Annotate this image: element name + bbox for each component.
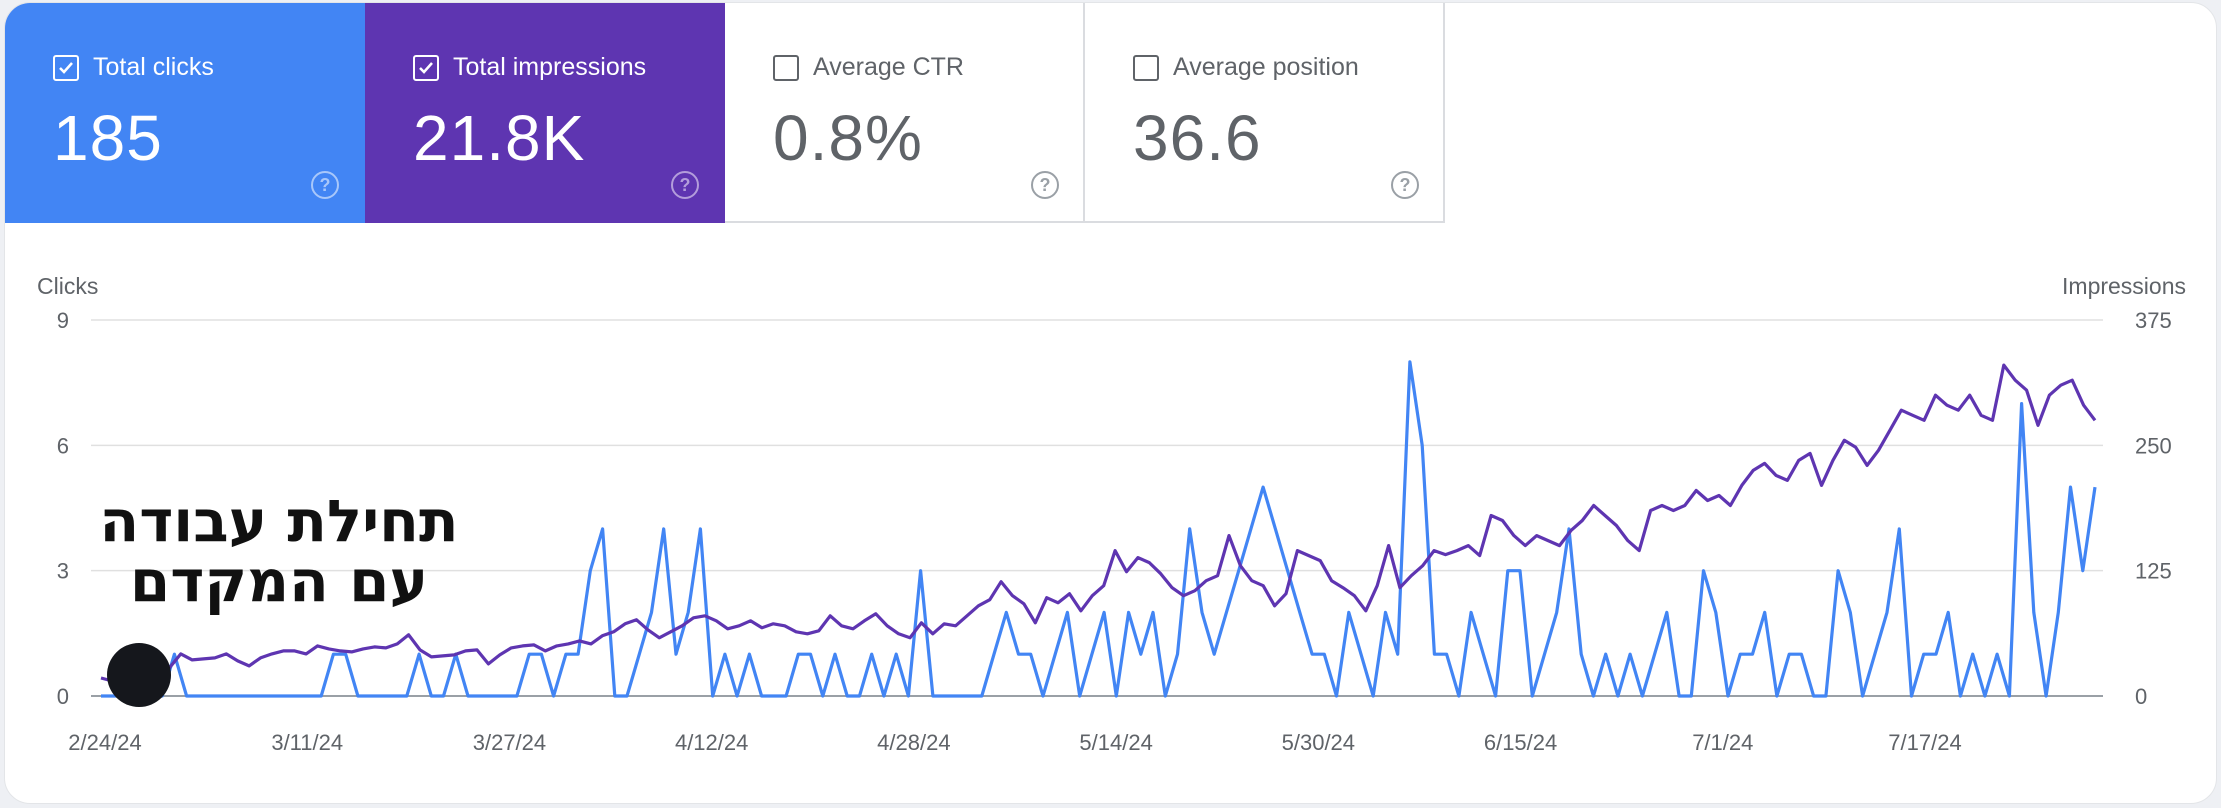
y-tick-label-right: 250	[2135, 433, 2172, 458]
tile-label: Total impressions	[453, 53, 647, 81]
left-axis-title: Clicks	[37, 273, 99, 299]
y-tick-label-left: 3	[57, 559, 69, 584]
y-tick-label-right: 0	[2135, 684, 2147, 709]
series-line-clicks	[101, 360, 2097, 698]
help-icon[interactable]: ?	[1031, 171, 1059, 199]
checkbox-checked-icon[interactable]	[413, 54, 439, 81]
help-icon[interactable]: ?	[311, 171, 339, 199]
tile-label: Average position	[1173, 53, 1359, 81]
tile-value: 0.8%	[773, 102, 923, 174]
tile-total-impressions[interactable]: Total impressions 21.8K ?	[365, 3, 725, 223]
tile-average-position[interactable]: Average position 36.6 ?	[1085, 3, 1445, 223]
x-tick-label: 5/14/24	[1079, 730, 1152, 755]
x-tick-label: 5/30/24	[1282, 730, 1355, 755]
checkbox-unchecked-icon[interactable]	[773, 54, 799, 81]
x-tick-label: 4/28/24	[877, 730, 950, 755]
tile-label: Average CTR	[813, 53, 964, 81]
x-tick-label: 6/15/24	[1484, 730, 1557, 755]
y-tick-label-left: 6	[57, 433, 69, 458]
start-marker-dot	[107, 643, 171, 707]
checkbox-unchecked-icon[interactable]	[1133, 54, 1159, 81]
x-tick-label: 7/17/24	[1888, 730, 1961, 755]
metric-tiles: Total clicks 185 ? Total impressions 21.…	[5, 3, 1445, 223]
y-tick-label-right: 375	[2135, 308, 2172, 333]
performance-chart: 9 375 6 250 3 125 0 0 2/24/24 3/11/24 3/27/24 4/12/…	[57, 308, 2172, 755]
tile-average-ctr[interactable]: Average CTR 0.8% ?	[725, 3, 1085, 223]
x-tick-label: 3/27/24	[473, 730, 546, 755]
y-tick-label-right: 125	[2135, 559, 2172, 584]
help-icon[interactable]: ?	[671, 171, 699, 199]
promotion-start-annotation: תחילת עבודה עם המקדם	[69, 491, 489, 611]
x-tick-label: 3/11/24	[271, 730, 343, 755]
x-tick-label: 4/12/24	[675, 730, 748, 755]
annotation-line-2: עם המקדם	[129, 547, 429, 615]
tile-value: 36.6	[1133, 102, 1262, 174]
tile-total-clicks[interactable]: Total clicks 185 ?	[5, 3, 365, 223]
x-tick-label: 2/24/24	[68, 730, 141, 755]
tile-label: Total clicks	[93, 53, 214, 81]
y-tick-label-left: 0	[57, 684, 69, 709]
tile-value: 185	[53, 102, 163, 174]
tile-value: 21.8K	[413, 102, 586, 174]
y-tick-label-left: 9	[57, 308, 69, 333]
series-line-impressions	[100, 363, 2097, 684]
right-axis-title: Impressions	[2062, 273, 2186, 299]
performance-card: Total clicks 185 ? Total impressions 21.…	[4, 2, 2217, 804]
checkbox-checked-icon[interactable]	[53, 54, 79, 81]
x-tick-label: 7/1/24	[1692, 730, 1753, 755]
help-icon[interactable]: ?	[1391, 171, 1419, 199]
annotation-line-1: תחילת עבודה	[99, 487, 459, 555]
